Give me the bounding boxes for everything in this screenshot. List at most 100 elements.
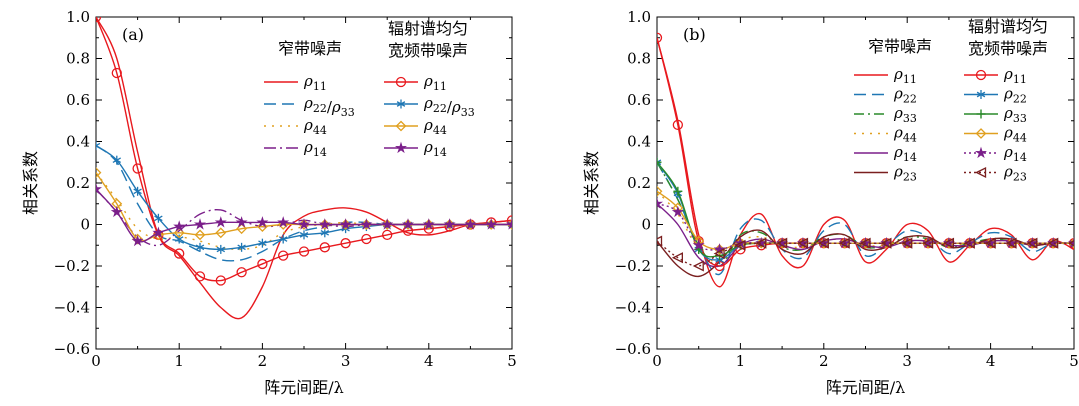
data-point [942, 237, 955, 249]
x-tick-label: 3 [902, 352, 912, 370]
data-point [236, 223, 248, 235]
legend-entry: ρ14 [893, 143, 917, 164]
data-point [672, 119, 683, 131]
data-point [339, 218, 352, 230]
data-point [401, 218, 415, 230]
y-tick-label: 0.4 [627, 133, 651, 151]
y-tick-label: 0.6 [66, 91, 90, 109]
data-point [776, 237, 788, 249]
marker-triangle [975, 166, 987, 179]
legend: 窄带噪声辐射谱均匀宽频带噪声ρ11ρ22ρ33ρ44ρ14ρ23ρ11ρ22ρ3… [854, 17, 1048, 184]
data-point [154, 213, 163, 223]
legend-group-title: 辐射谱均匀宽频带噪声 [388, 19, 468, 60]
x-tick-label: 4 [424, 352, 434, 370]
legend-entry: ρ22/ρ33 [303, 94, 355, 119]
series-line [96, 145, 512, 262]
data-point [963, 237, 975, 249]
legend-entry: ρ22 [1003, 85, 1027, 106]
data-point [152, 226, 165, 238]
legend-group-title: 窄带噪声 [868, 37, 932, 56]
chart-panel-a: 0 1 2 3 4 5 −0.6 −0.4 −0.2 0 0.2 0.4 0.6 0.8 1.0 阵元间距/λ… [21, 8, 517, 397]
panel-label: (b) [683, 25, 706, 44]
data-point [297, 218, 311, 230]
y-tick-label: −0.6 [615, 340, 651, 358]
legend-group-title: 辐射谱均匀宽频带噪声 [968, 17, 1048, 58]
data-point [173, 220, 186, 232]
data-point [657, 32, 663, 43]
data-point [657, 197, 664, 209]
series-line [657, 240, 1074, 267]
y-tick-label: 1.0 [627, 8, 651, 26]
data-point [131, 234, 144, 247]
y-tick-label: −0.6 [54, 340, 90, 358]
data-point [194, 229, 206, 241]
x-tick-label: 1 [174, 352, 184, 370]
y-tick-label: 1.0 [66, 8, 90, 26]
data-point [506, 215, 512, 226]
marker-diamond [975, 128, 987, 139]
chart-panel-b: 0 1 2 3 4 5 −0.6 −0.4 −0.2 0 0.2 0.4 0.6 0.8 1.0 阵元间距/λ… [582, 8, 1079, 397]
data-point [111, 67, 122, 79]
data-point [361, 233, 372, 245]
data-point [984, 237, 996, 249]
data-point [298, 246, 310, 257]
series-layer [657, 32, 1074, 288]
data-point [257, 258, 268, 270]
x-tick-label: 0 [652, 352, 662, 370]
data-point [673, 186, 683, 196]
y-tick-label: 0.6 [627, 91, 651, 109]
data-point [838, 237, 850, 249]
data-point [96, 167, 102, 179]
series-line [657, 161, 1074, 276]
plot-frame [95, 16, 513, 350]
data-point [340, 238, 351, 249]
data-point [1005, 237, 1017, 249]
data-point [96, 141, 101, 151]
data-point [796, 237, 809, 249]
legend-entry: ρ11 [303, 72, 327, 93]
data-point [755, 237, 767, 249]
x-axis-label: 阵元间距/λ [264, 378, 344, 397]
marker-circle [975, 69, 987, 81]
legend-entry: ρ11 [423, 72, 447, 93]
legend-entry: ρ33 [1003, 104, 1027, 125]
data-point [152, 229, 164, 241]
data-point [194, 271, 206, 282]
data-point [96, 182, 103, 195]
data-point [505, 218, 512, 230]
data-point [132, 163, 143, 174]
y-tick-label: 0 [641, 216, 651, 234]
series-layer [96, 17, 512, 320]
data-point [671, 205, 684, 218]
data-point [382, 229, 393, 241]
data-point [235, 216, 248, 228]
legend: 窄带噪声辐射谱均匀宽频带噪声ρ11ρ22/ρ33ρ44ρ14ρ11ρ22/ρ33… [264, 19, 475, 159]
legend-entry: ρ11 [893, 65, 917, 86]
data-point [299, 230, 309, 240]
data-point [713, 247, 725, 260]
legend-entry: ρ11 [1003, 65, 1027, 86]
x-tick-label: 5 [1069, 352, 1079, 370]
data-point [1047, 237, 1059, 249]
marker-star [974, 146, 988, 159]
y-tick-label: −0.2 [54, 257, 90, 275]
data-point [360, 218, 373, 230]
y-tick-label: 0.8 [66, 50, 90, 68]
x-tick-label: 1 [736, 352, 746, 370]
x-tick-label: 2 [819, 352, 829, 370]
data-point [657, 235, 663, 247]
data-point [692, 260, 704, 272]
data-point [443, 218, 456, 230]
data-point [174, 248, 185, 259]
marker-circle [395, 76, 407, 88]
legend-entry: ρ14 [1003, 143, 1027, 164]
legend-entry: ρ44 [303, 116, 327, 137]
x-axis-label: 阵元间距/λ [826, 378, 906, 397]
data-point [215, 275, 226, 286]
data-point [193, 218, 207, 230]
y-tick-label: 0.2 [66, 174, 90, 192]
data-point [214, 216, 227, 228]
legend-entry: ρ33 [893, 104, 917, 125]
y-tick-label: −0.4 [54, 299, 90, 317]
data-point [132, 233, 144, 245]
